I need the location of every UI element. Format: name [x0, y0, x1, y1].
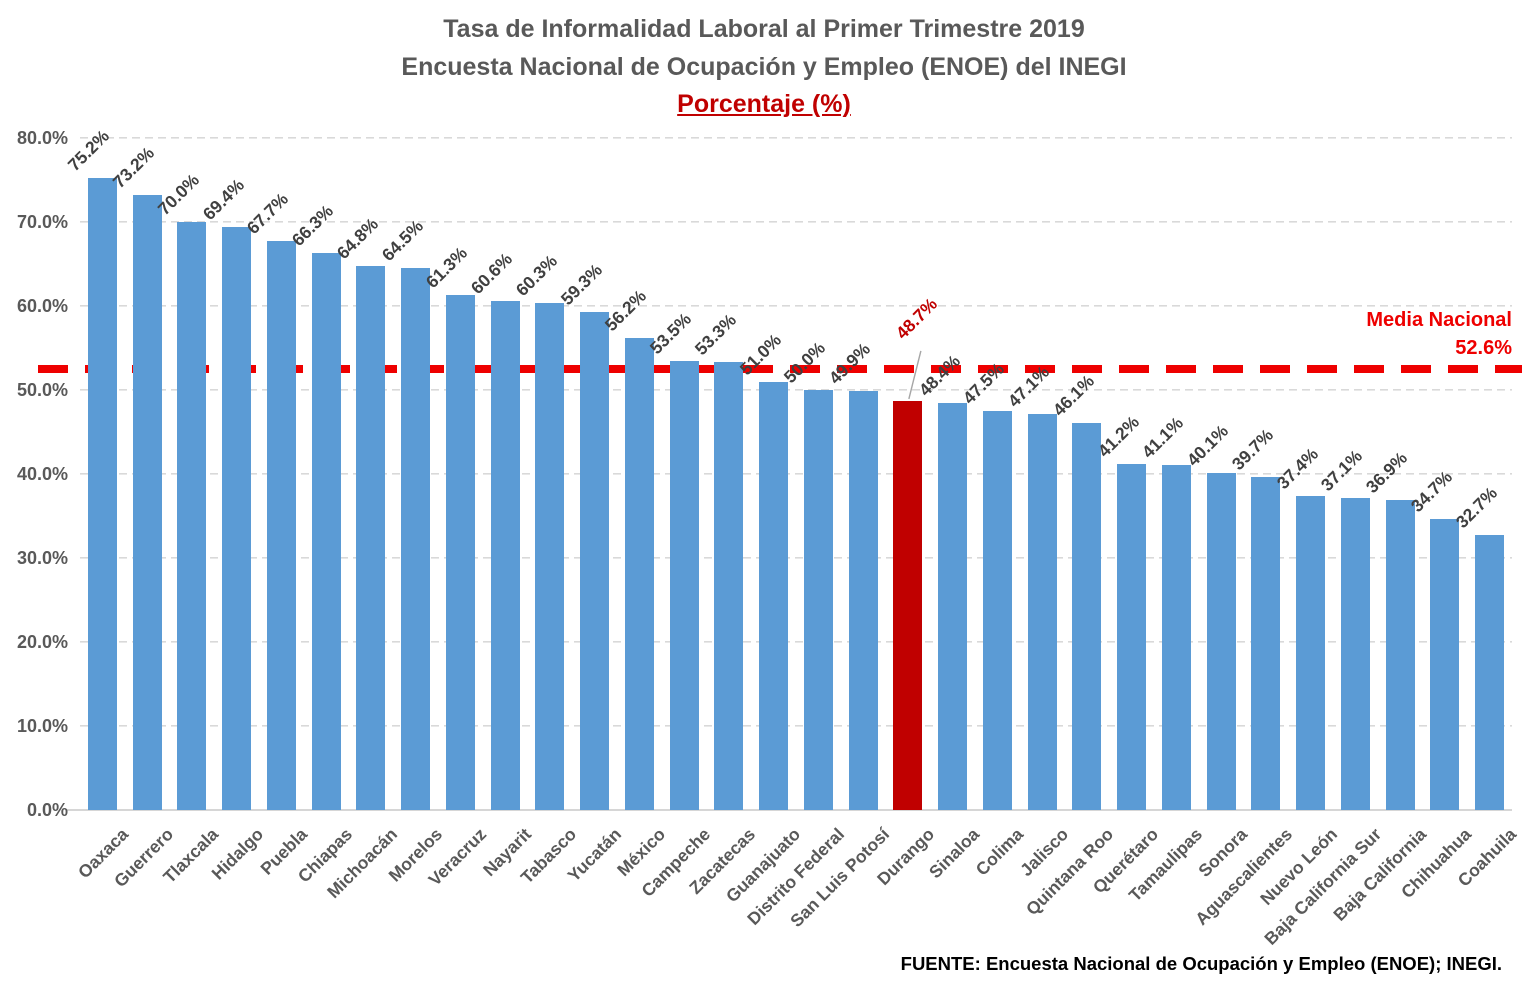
bar-yucatan: [580, 311, 610, 810]
title-block: Tasa de Informalidad Laboral al Primer T…: [0, 10, 1528, 122]
gridline-70: [80, 221, 1512, 223]
bar-nuevo-leon: [1296, 495, 1326, 810]
value-label-campeche: 53.5%: [645, 308, 696, 358]
value-label-mexico: 56.2%: [601, 285, 651, 335]
bar-chihuahua: [1430, 518, 1460, 810]
bar-guerrero: [132, 195, 162, 810]
value-label-distrito-federal: 50.0%: [780, 337, 830, 387]
bar-morelos: [401, 268, 431, 810]
value-label-nuevo-leon: 37.4%: [1272, 443, 1322, 493]
national-mean-label: Media Nacional 52.6%: [1366, 306, 1512, 362]
bar-tlaxcala: [177, 222, 207, 810]
bar-sinaloa: [938, 403, 968, 810]
bar-chiapas: [311, 253, 341, 810]
y-tick-label-60: 60.0%: [16, 296, 68, 316]
bar-baja-california-sur: [1340, 498, 1370, 810]
y-tick-label-10: 10.0%: [16, 716, 68, 736]
y-tick-label-40: 40.0%: [16, 464, 68, 484]
chart-subtitle: Encuesta Nacional de Ocupación y Empleo …: [401, 53, 1127, 81]
value-label-oaxaca: 75.2%: [64, 126, 114, 176]
national-mean-value: 52.6%: [1455, 337, 1512, 360]
value-label-quintana-roo: 46.1%: [1048, 370, 1098, 420]
bar-michoacan: [356, 265, 386, 810]
bar-colima: [982, 411, 1012, 810]
value-label-morelos: 64.5%: [377, 215, 427, 266]
bar-hidalgo: [222, 227, 252, 810]
chart-title: Tasa de Informalidad Laboral al Primer T…: [443, 15, 1085, 43]
bar-zacatecas: [714, 362, 744, 810]
plot-area: Media Nacional 52.6% 0.0% 10.0% 20.0% 30.0%…: [17, 126, 1522, 949]
bar-jalisco: [1027, 414, 1057, 810]
gridline-50: [80, 389, 1512, 391]
y-tick-label-50: 50.0%: [16, 380, 68, 400]
bar-tamaulipas: [1161, 464, 1191, 810]
value-label-san-luis-potosi: 49.9%: [824, 338, 875, 388]
value-label-aguascalientes: 39.7%: [1227, 424, 1277, 474]
value-label-tamaulipas: 41.1%: [1138, 412, 1188, 462]
y-tick-label-0: 0.0%: [26, 800, 68, 820]
value-label-sonora: 40.1%: [1182, 420, 1233, 471]
gridline-80: [80, 137, 1512, 139]
value-label-baja-california-sur: 37.1%: [1317, 446, 1367, 496]
bar-coahuila: [1475, 535, 1505, 810]
y-tick-label-30: 30.0%: [16, 548, 68, 568]
bar-guanajuato: [759, 381, 789, 810]
bar-puebla: [266, 241, 296, 810]
gridline-10: [80, 725, 1512, 727]
value-label-zacatecas: 53.3%: [690, 310, 740, 360]
bar-tabasco: [535, 303, 565, 810]
bar-quintana-roo: [1072, 422, 1102, 810]
national-mean-line: [38, 365, 1522, 374]
value-label-yucatan: 59.3%: [556, 259, 606, 309]
value-label-durango: 48.7%: [891, 293, 941, 343]
source-note: FUENTE: Encuesta Nacional de Ocupación y…: [900, 953, 1502, 974]
bar-durango: [893, 400, 923, 810]
bar-queretaro: [1117, 463, 1147, 810]
bar-oaxaca: [87, 178, 117, 810]
gridline-30: [80, 557, 1512, 559]
value-label-puebla: 67.7%: [243, 189, 293, 239]
value-label-hidalgo: 69.4%: [198, 174, 248, 225]
gridline-60: [80, 305, 1512, 307]
gridline-20: [80, 641, 1512, 643]
bar-sonora: [1206, 473, 1236, 810]
value-label-guerrero: 73.2%: [108, 142, 159, 193]
gridline-40: [80, 473, 1512, 475]
value-label-nayarit: 60.6%: [466, 248, 517, 298]
bar-baja-california: [1385, 500, 1415, 810]
bar-nayarit: [490, 300, 520, 810]
bar-san-luis-potosi: [848, 390, 878, 810]
bar-mexico: [624, 337, 654, 810]
chart-unit-label: Porcentaje (%): [677, 90, 851, 118]
y-tick-label-80: 80.0%: [16, 128, 68, 148]
bar-distrito-federal: [803, 390, 833, 810]
value-label-chiapas: 66.3%: [287, 200, 338, 251]
bar-campeche: [669, 360, 699, 810]
y-tick-label-70: 70.0%: [16, 212, 68, 232]
y-tick-label-20: 20.0%: [16, 632, 68, 652]
bar-aguascalientes: [1251, 476, 1281, 810]
x-axis-line: [66, 809, 1512, 811]
national-mean-label-text: Media Nacional: [1366, 309, 1512, 332]
value-label-coahuila: 32.7%: [1451, 483, 1501, 533]
bar-veracruz: [445, 295, 475, 810]
value-label-tabasco: 60.3%: [511, 251, 561, 301]
value-label-sinaloa: 48.4%: [914, 351, 964, 401]
